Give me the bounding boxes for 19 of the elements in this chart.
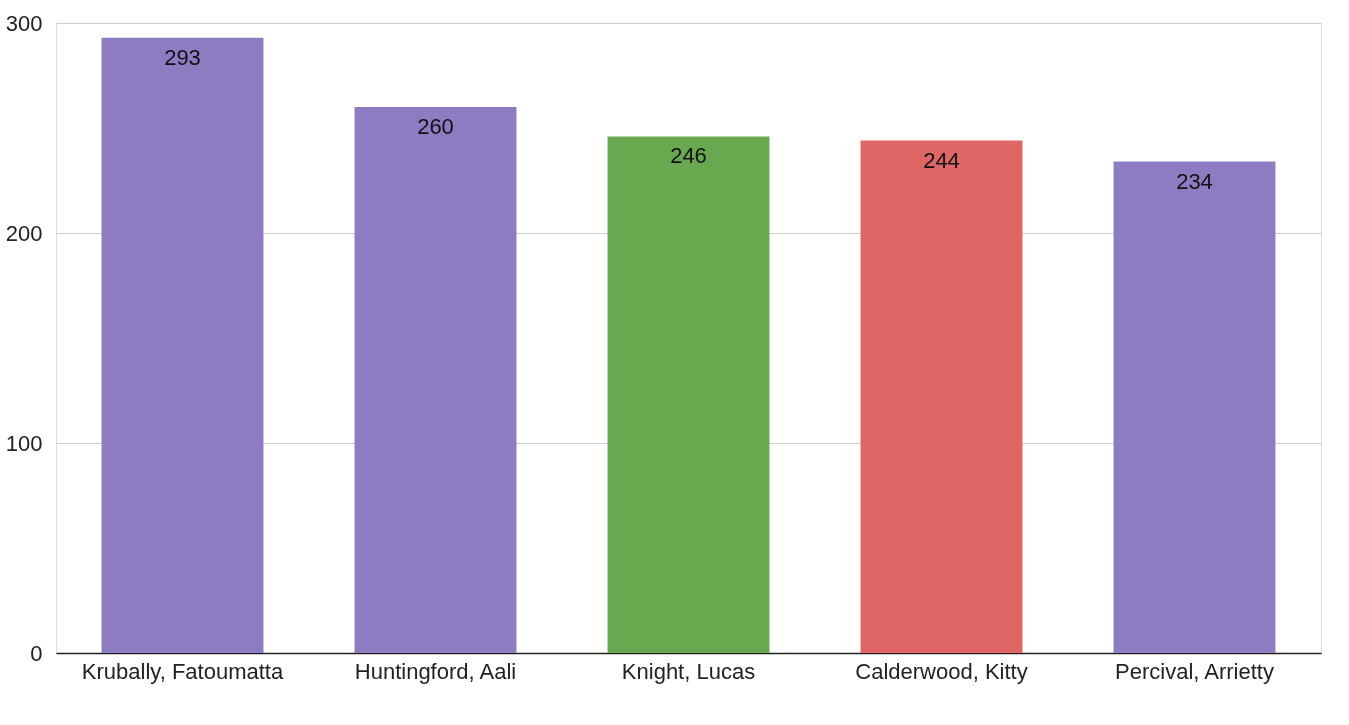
bar: [1113, 161, 1276, 653]
x-tick-label: Knight, Lucas: [621, 658, 756, 684]
bar: [607, 136, 770, 653]
bar: [101, 37, 264, 653]
data-label: 244: [923, 147, 960, 173]
data-label: 234: [1176, 168, 1213, 194]
bar: [354, 107, 517, 653]
bar: [860, 140, 1023, 653]
data-label: 260: [417, 114, 454, 139]
x-tick-label: Calderwood, Kitty: [855, 658, 1028, 684]
data-label: 246: [670, 143, 707, 169]
y-tick-label: 0: [30, 640, 43, 666]
x-tick-label: Percival, Arrietty: [1115, 658, 1274, 684]
y-tick-label: 100: [5, 430, 43, 456]
y-tick-label: 200: [5, 220, 43, 246]
x-tick-label: Krubally, Fatoumatta: [81, 658, 284, 684]
x-tick-label: Huntingford, Aali: [354, 658, 517, 684]
data-label: 293: [164, 44, 201, 70]
y-tick-label: 300: [5, 10, 43, 36]
